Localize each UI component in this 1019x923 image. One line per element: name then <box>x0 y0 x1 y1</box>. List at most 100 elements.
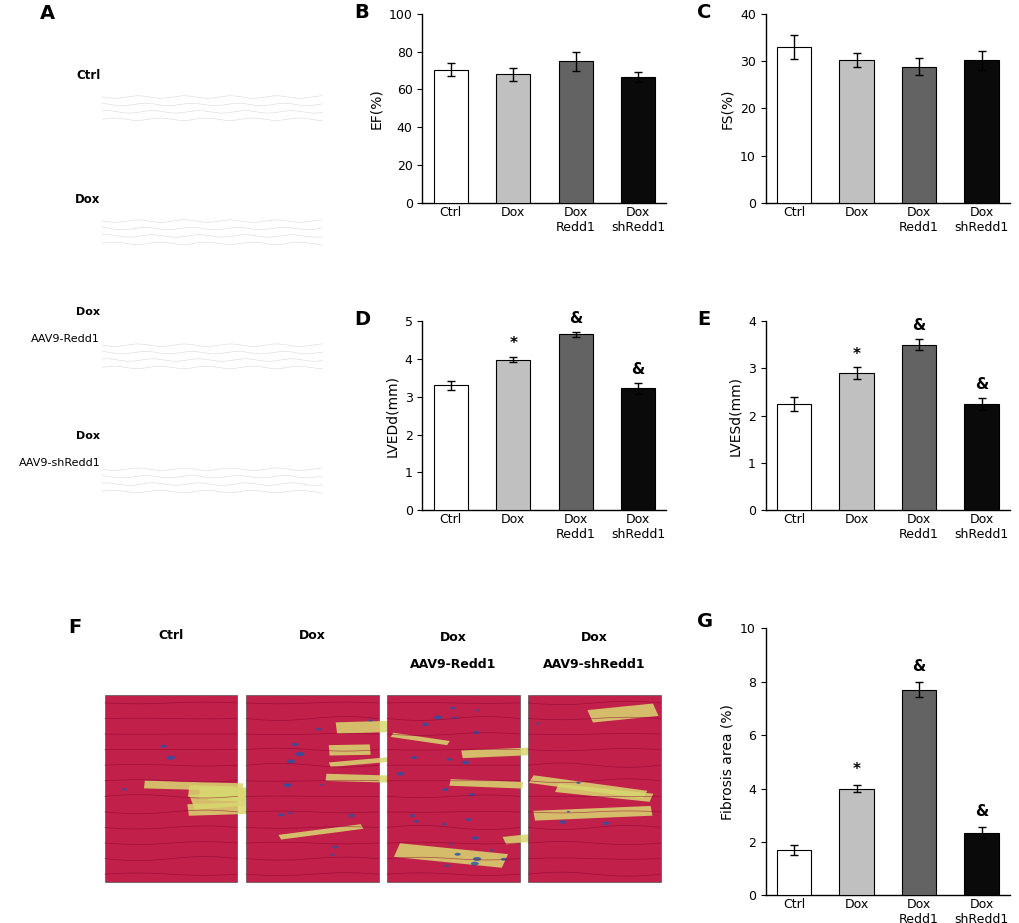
Circle shape <box>291 743 299 746</box>
Circle shape <box>278 813 284 816</box>
Text: A: A <box>40 4 55 23</box>
Bar <box>839 373 873 510</box>
Circle shape <box>330 854 334 856</box>
FancyBboxPatch shape <box>278 824 363 840</box>
Y-axis label: FS(%): FS(%) <box>719 88 734 128</box>
Bar <box>963 833 998 895</box>
Circle shape <box>422 723 428 726</box>
FancyBboxPatch shape <box>502 824 621 845</box>
Circle shape <box>347 814 355 817</box>
Circle shape <box>396 772 405 775</box>
FancyBboxPatch shape <box>554 784 653 802</box>
Bar <box>901 345 935 510</box>
Circle shape <box>166 756 175 760</box>
Circle shape <box>160 745 166 748</box>
Bar <box>963 404 998 510</box>
Circle shape <box>286 760 294 763</box>
FancyBboxPatch shape <box>328 744 370 756</box>
Circle shape <box>409 814 415 817</box>
Circle shape <box>368 719 373 722</box>
Text: D: D <box>354 310 370 329</box>
Bar <box>433 69 468 203</box>
Text: Ctrl: Ctrl <box>75 69 100 82</box>
Circle shape <box>471 862 478 866</box>
Circle shape <box>451 716 457 719</box>
FancyBboxPatch shape <box>335 720 417 734</box>
Text: &: & <box>569 311 582 326</box>
Circle shape <box>441 823 446 825</box>
Circle shape <box>296 752 305 756</box>
Circle shape <box>332 845 337 848</box>
Text: Dox: Dox <box>74 194 100 207</box>
Y-axis label: LVEDd(mm): LVEDd(mm) <box>385 375 398 457</box>
Text: Dox: Dox <box>76 306 100 317</box>
Circle shape <box>473 731 479 734</box>
Circle shape <box>465 818 471 821</box>
Bar <box>963 60 998 203</box>
Bar <box>901 689 935 895</box>
FancyBboxPatch shape <box>144 781 244 791</box>
FancyBboxPatch shape <box>461 747 543 758</box>
Circle shape <box>283 784 291 787</box>
Text: B: B <box>354 3 369 21</box>
Text: E: E <box>697 310 710 329</box>
FancyBboxPatch shape <box>393 844 507 868</box>
Text: &: & <box>912 318 925 333</box>
Bar <box>776 850 810 895</box>
Text: AAV9-shRedd1: AAV9-shRedd1 <box>18 458 100 468</box>
Bar <box>776 404 810 510</box>
Text: *: * <box>508 336 517 352</box>
Bar <box>558 334 592 510</box>
FancyBboxPatch shape <box>529 775 647 798</box>
Circle shape <box>567 811 570 812</box>
Circle shape <box>462 761 469 764</box>
Bar <box>105 695 237 882</box>
Circle shape <box>122 788 126 790</box>
Text: G: G <box>697 613 713 631</box>
FancyBboxPatch shape <box>187 785 235 798</box>
Text: C: C <box>697 3 711 21</box>
Circle shape <box>288 812 292 814</box>
Bar <box>839 788 873 895</box>
Circle shape <box>414 820 419 822</box>
Bar <box>495 75 530 203</box>
Bar <box>621 78 655 203</box>
FancyBboxPatch shape <box>587 703 658 723</box>
Text: *: * <box>852 347 860 362</box>
Text: AAV9-shRedd1: AAV9-shRedd1 <box>543 658 645 671</box>
Bar <box>386 695 520 882</box>
Bar <box>901 66 935 203</box>
Text: Ctrl: Ctrl <box>158 629 183 641</box>
Circle shape <box>468 793 475 797</box>
Y-axis label: EF(%): EF(%) <box>369 88 383 128</box>
Bar <box>495 360 530 510</box>
FancyBboxPatch shape <box>449 779 523 788</box>
Text: Dox: Dox <box>299 629 325 641</box>
Text: &: & <box>631 362 644 378</box>
FancyBboxPatch shape <box>328 753 435 767</box>
Text: Dox: Dox <box>439 631 467 644</box>
Circle shape <box>449 707 454 709</box>
FancyBboxPatch shape <box>390 733 449 745</box>
Circle shape <box>444 865 449 867</box>
FancyBboxPatch shape <box>325 773 393 783</box>
Text: Dox: Dox <box>581 631 607 644</box>
Bar <box>528 695 660 882</box>
Circle shape <box>411 756 417 759</box>
FancyBboxPatch shape <box>533 806 652 821</box>
Text: AAV9-Redd1: AAV9-Redd1 <box>410 658 496 671</box>
Text: AAV9-Redd1: AAV9-Redd1 <box>32 334 100 344</box>
Bar <box>558 61 592 203</box>
Circle shape <box>489 849 493 851</box>
Circle shape <box>316 727 321 730</box>
Circle shape <box>473 857 481 861</box>
Text: Dox: Dox <box>76 431 100 440</box>
Circle shape <box>602 821 609 825</box>
Circle shape <box>558 821 566 823</box>
Circle shape <box>446 758 451 761</box>
Text: F: F <box>68 617 82 637</box>
Bar <box>621 389 655 510</box>
Bar <box>433 386 468 510</box>
FancyBboxPatch shape <box>199 787 293 799</box>
Circle shape <box>442 788 448 791</box>
